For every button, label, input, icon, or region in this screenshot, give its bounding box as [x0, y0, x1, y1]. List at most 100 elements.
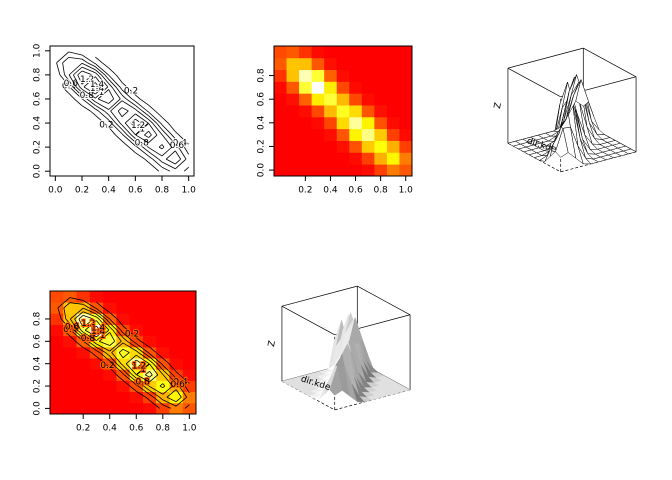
heat-cell	[324, 46, 338, 59]
heat-cell	[142, 346, 157, 359]
heat-cell	[76, 391, 91, 404]
contour-line	[148, 134, 158, 143]
contour-line	[175, 378, 186, 387]
contour-line	[149, 399, 160, 409]
box-edge	[583, 47, 637, 78]
heat-cell	[386, 81, 400, 94]
heat-cell	[50, 358, 64, 370]
contour-line	[63, 329, 71, 337]
heat-cell	[103, 335, 117, 348]
contour-line	[57, 307, 62, 320]
contour-line	[103, 307, 110, 313]
heat-cell	[386, 164, 400, 177]
heat-cell	[182, 391, 197, 404]
contour-line	[81, 74, 93, 85]
heat-cell	[89, 291, 104, 303]
contour-line	[136, 374, 150, 383]
heat-cell	[299, 105, 313, 118]
contour-line	[158, 146, 163, 150]
contour-line	[148, 134, 152, 138]
contour-line	[108, 89, 115, 100]
contour-line	[109, 341, 115, 346]
contour-line	[95, 56, 103, 64]
contour-line	[95, 101, 109, 110]
contour-line	[157, 363, 164, 371]
heat-cell	[76, 402, 91, 415]
heat-cell	[336, 140, 350, 153]
heat-cell	[286, 105, 300, 118]
heat-cell	[349, 140, 363, 153]
y-tick-label: 0.2	[257, 139, 267, 153]
contour-line	[108, 74, 121, 88]
contour-line	[91, 325, 97, 331]
x-tick-label: 0.2	[75, 186, 89, 196]
heat-cell	[156, 358, 170, 370]
contour-line	[162, 369, 169, 376]
heat-cell	[374, 46, 388, 59]
box-edge	[281, 285, 358, 307]
contour-line	[96, 356, 106, 364]
contour-line	[165, 150, 176, 160]
heat-cell	[156, 346, 170, 359]
contour-label: 0.8	[80, 91, 95, 101]
contour-line	[149, 363, 159, 376]
contour-line	[148, 119, 153, 124]
contour-label: 1.2	[132, 362, 146, 372]
contour-line	[137, 110, 149, 120]
contour-label: 0.8	[135, 138, 150, 148]
contour-line	[74, 318, 82, 331]
contour-line	[167, 122, 176, 132]
heat-cell	[374, 57, 388, 71]
contour-line	[111, 86, 121, 100]
contour-line	[179, 374, 190, 384]
contour-line	[136, 337, 142, 342]
contour-line	[126, 86, 136, 96]
y-tick-label: 0.8	[257, 68, 267, 83]
contour-line	[140, 340, 150, 348]
contour-line	[101, 62, 109, 69]
heat-cell	[50, 402, 64, 415]
heat-cell	[274, 57, 287, 71]
heat-cell	[103, 402, 117, 415]
surface-facet	[586, 96, 600, 130]
heat-cell	[336, 152, 350, 165]
contour-line	[95, 66, 106, 76]
heat-cell	[103, 380, 117, 393]
heat-cell	[116, 402, 131, 415]
contour-line	[69, 86, 83, 100]
heat-cell	[103, 324, 117, 337]
contour-line	[81, 66, 96, 74]
heat-cell	[374, 93, 388, 106]
contour-line	[109, 360, 113, 364]
contour-line	[117, 110, 123, 117]
heat-cell	[116, 324, 131, 337]
contour-line	[108, 119, 112, 124]
heat-cell	[311, 93, 325, 106]
heat-cell	[63, 302, 77, 314]
contour-line	[62, 62, 65, 75]
heat-cell	[116, 346, 131, 359]
contour-line	[95, 82, 100, 88]
heat-cell	[50, 346, 64, 359]
heat-cell	[103, 302, 117, 314]
contour-line	[95, 86, 109, 99]
box-edge	[334, 389, 411, 411]
heat-cell	[116, 313, 131, 325]
contour-line	[135, 101, 148, 112]
heat-cell	[399, 81, 413, 94]
contour-line	[172, 374, 177, 379]
contour-line	[108, 83, 113, 88]
heat-cell	[386, 128, 400, 141]
heat-cell	[129, 302, 144, 314]
heat-cell	[76, 291, 91, 303]
contour-line	[96, 343, 110, 352]
heat-cell	[142, 302, 157, 314]
contour-line	[56, 62, 61, 75]
contour-line	[128, 374, 137, 382]
contour-label: 1.4	[90, 84, 105, 94]
contour-line	[82, 318, 94, 328]
heat-cell	[129, 324, 144, 337]
heat-cell	[374, 116, 388, 130]
contour-line	[162, 385, 166, 388]
contour-line	[91, 329, 97, 334]
